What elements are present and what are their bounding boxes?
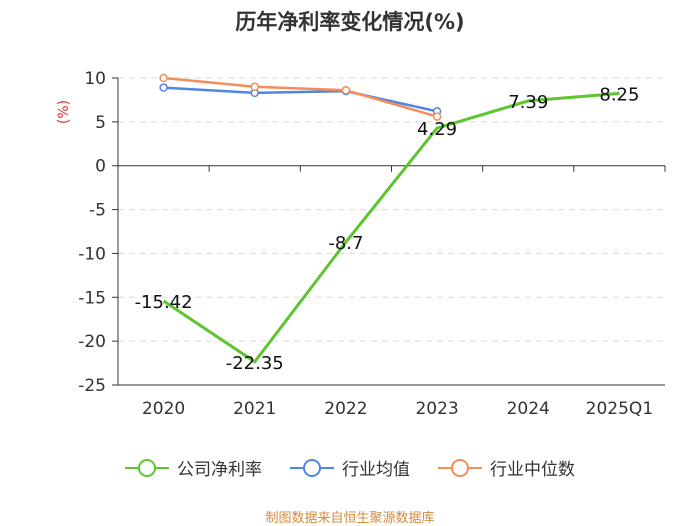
y-tick-label: 5	[95, 113, 106, 133]
y-tick-label: 0	[95, 157, 106, 177]
legend-item-industry-mean[interactable]: 行业均值	[290, 455, 410, 480]
series-line-1	[163, 86, 438, 113]
y-tick-label: -10	[78, 244, 106, 264]
data-label: 4.29	[417, 119, 457, 140]
y-tick-label: -20	[78, 332, 106, 352]
x-tick-label: 2021	[233, 399, 276, 419]
y-tick-label: 10	[84, 69, 106, 89]
x-tick-label: 2024	[507, 399, 550, 419]
legend-line-circle-icon	[290, 458, 334, 477]
series-line-0	[162, 91, 620, 364]
series-point-1[interactable]	[159, 83, 168, 92]
data-label: -15.42	[135, 292, 193, 313]
data-label: 8.25	[599, 84, 639, 105]
series-layer	[159, 73, 620, 364]
legend-label-industry-mean: 行业均值	[342, 460, 410, 480]
data-label: 7.39	[508, 92, 548, 113]
legend-label-industry-median: 行业中位数	[490, 460, 575, 480]
source-note: 制图数据来自恒生聚源数据库	[265, 511, 435, 526]
y-tick-label: -15	[78, 288, 106, 308]
legend-line-circle-icon	[125, 458, 169, 477]
legend-label-company: 公司净利率	[177, 460, 262, 480]
legend: 公司净利率 行业均值 行业中位数	[0, 455, 700, 480]
y-tick-label: -25	[78, 376, 106, 396]
grid-layer	[118, 77, 665, 386]
series-point-2[interactable]	[432, 112, 442, 121]
series-point-2[interactable]	[341, 86, 351, 95]
series-point-2[interactable]	[250, 82, 259, 92]
series-point-2[interactable]	[159, 73, 168, 83]
label-layer: -15.42 -22.35 -8.7 4.29 7.39 8.25	[135, 84, 640, 373]
axis-layer: 10 5 0 -5 -10 -15 -20 -25 2020 2021 2022 2023 2024 20…	[78, 69, 666, 419]
data-label: -22.35	[226, 353, 284, 374]
legend-item-industry-median[interactable]: 行业中位数	[438, 455, 575, 480]
x-tick-label: 2022	[324, 399, 367, 419]
x-tick-label: 2020	[142, 399, 185, 419]
legend-item-company[interactable]: 公司净利率	[125, 455, 262, 480]
data-label: -8.7	[328, 233, 363, 254]
series-line-2	[163, 76, 438, 118]
x-tick-label: 2025Q1	[586, 399, 653, 419]
chart-title: 历年净利率变化情况(%)	[235, 10, 465, 34]
legend-line-circle-icon	[438, 458, 482, 477]
y-axis-unit-label: (%)	[56, 100, 72, 124]
x-tick-label: 2023	[415, 399, 458, 419]
y-tick-label: -5	[89, 201, 106, 221]
